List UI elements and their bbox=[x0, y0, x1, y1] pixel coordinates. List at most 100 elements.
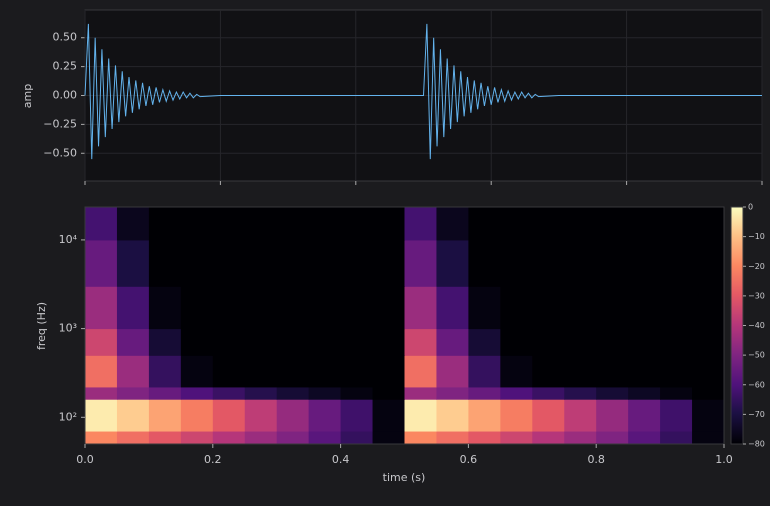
spectrogram-cell bbox=[596, 328, 629, 356]
spectrogram-cell bbox=[116, 355, 150, 388]
spectrogram-cell bbox=[692, 431, 725, 445]
plot-frame bbox=[84, 206, 725, 445]
spectrogram-cell bbox=[436, 239, 469, 287]
spectrogram-cell bbox=[340, 286, 374, 330]
spectrogram-cell bbox=[404, 386, 437, 400]
spectrogram-cell bbox=[85, 286, 118, 330]
spectrogram-cell bbox=[500, 286, 533, 330]
spectrogram-cell bbox=[116, 386, 150, 400]
spectrogram-cell bbox=[692, 386, 725, 400]
x-tick-label: 0.2 bbox=[204, 453, 222, 466]
spectrogram-cell bbox=[85, 207, 118, 241]
spectrogram-cell bbox=[372, 386, 405, 400]
spectrogram-cell bbox=[180, 207, 214, 241]
spectrogram-cell bbox=[276, 431, 310, 445]
spectrogram-cell bbox=[660, 355, 693, 388]
y-tick-label: −0.25 bbox=[43, 117, 77, 130]
spectrogram-cell bbox=[276, 286, 310, 330]
spectrogram-cell bbox=[468, 355, 501, 388]
spectrogram-cell bbox=[532, 431, 565, 445]
y-tick-label: 0.50 bbox=[53, 31, 78, 44]
x-axis-label: time (s) bbox=[383, 471, 426, 484]
spectrogram-cell bbox=[116, 207, 150, 241]
y-axis-label: freq (Hz) bbox=[35, 302, 48, 350]
spectrogram-cell bbox=[372, 399, 405, 432]
spectrogram-cell bbox=[340, 355, 374, 388]
spectrogram-cell bbox=[436, 386, 469, 400]
spectrogram-cell bbox=[468, 207, 501, 241]
spectrogram-cell bbox=[85, 431, 118, 445]
spectrogram-cell bbox=[308, 239, 342, 287]
spectrogram-cell bbox=[628, 207, 661, 241]
spectrogram-cell bbox=[372, 207, 405, 241]
x-tick-label: 0.4 bbox=[332, 453, 350, 466]
spectrogram-cell bbox=[436, 207, 469, 241]
spectrogram-cell bbox=[692, 355, 725, 388]
y-tick-label: 0.00 bbox=[53, 89, 78, 102]
spectrogram-cell bbox=[564, 286, 597, 330]
x-tick-label: 1.0 bbox=[715, 453, 733, 466]
spectrogram-cell bbox=[244, 355, 278, 388]
spectrogram-cell bbox=[692, 207, 725, 241]
spectrogram-cell bbox=[372, 431, 405, 445]
spectrogram-cell bbox=[276, 239, 310, 287]
spectrogram-cell bbox=[148, 431, 182, 445]
spectrogram-cell bbox=[180, 286, 214, 330]
spectrogram-cell bbox=[468, 386, 501, 400]
spectrogram-cell bbox=[404, 355, 437, 388]
spectrogram-cell bbox=[404, 207, 437, 241]
spectrogram-cell bbox=[404, 328, 437, 356]
spectrogram-cell bbox=[596, 207, 629, 241]
spectrogram-cell bbox=[468, 431, 501, 445]
spectrogram-cell bbox=[276, 386, 310, 400]
spectrogram-cell bbox=[660, 207, 693, 241]
spectrogram-cell bbox=[180, 328, 214, 356]
y-tick-label: −0.50 bbox=[43, 146, 77, 159]
spectrogram-cell bbox=[596, 399, 629, 432]
spectrogram-cell bbox=[180, 355, 214, 388]
spectrogram-cell bbox=[148, 328, 182, 356]
colorbar-tick-label: −10 bbox=[748, 232, 765, 241]
spectrogram-cell bbox=[116, 286, 150, 330]
spectrogram-cell bbox=[596, 386, 629, 400]
spectrogram-cell bbox=[340, 431, 374, 445]
spectrogram-cell bbox=[404, 286, 437, 330]
spectrogram-cell bbox=[436, 328, 469, 356]
spectrogram-cell bbox=[436, 431, 469, 445]
y-tick-label: 10⁴ bbox=[59, 233, 78, 246]
spectrogram-cell bbox=[500, 355, 533, 388]
spectrogram-cell bbox=[212, 286, 246, 330]
spectrogram-cell bbox=[308, 328, 342, 356]
spectrogram-cell bbox=[564, 399, 597, 432]
x-tick-label: 0.8 bbox=[587, 453, 605, 466]
spectrogram-cell bbox=[596, 286, 629, 330]
spectrogram-cell bbox=[212, 399, 246, 432]
spectrogram-cell bbox=[660, 239, 693, 287]
spectrogram-cell bbox=[628, 386, 661, 400]
spectrogram-cell bbox=[628, 328, 661, 356]
y-tick-label: 10² bbox=[59, 410, 77, 423]
y-tick-label: 0.25 bbox=[53, 60, 78, 73]
spectrogram-cell bbox=[244, 286, 278, 330]
colorbar-tick-label: −70 bbox=[748, 410, 765, 419]
spectrogram-cell bbox=[436, 286, 469, 330]
spectrogram-cell bbox=[372, 286, 405, 330]
spectrogram-cell bbox=[404, 399, 437, 432]
spectrogram-cell bbox=[308, 399, 342, 432]
spectrogram-cell bbox=[628, 239, 661, 287]
spectrogram-cell bbox=[308, 207, 342, 241]
spectrogram-cell bbox=[116, 239, 150, 287]
spectrogram-cell bbox=[660, 286, 693, 330]
spectrogram-cell bbox=[148, 386, 182, 400]
spectrogram-cell bbox=[308, 355, 342, 388]
colorbar-tick-label: −40 bbox=[748, 321, 765, 330]
spectrogram-cell bbox=[308, 386, 342, 400]
spectrogram-cell bbox=[564, 239, 597, 287]
spectrogram-cell bbox=[436, 355, 469, 388]
spectrogram-cell bbox=[628, 431, 661, 445]
spectrogram-cell bbox=[468, 328, 501, 356]
y-tick-label: 10³ bbox=[59, 322, 77, 335]
spectrogram-cell bbox=[85, 386, 118, 400]
spectrogram-cell bbox=[148, 355, 182, 388]
